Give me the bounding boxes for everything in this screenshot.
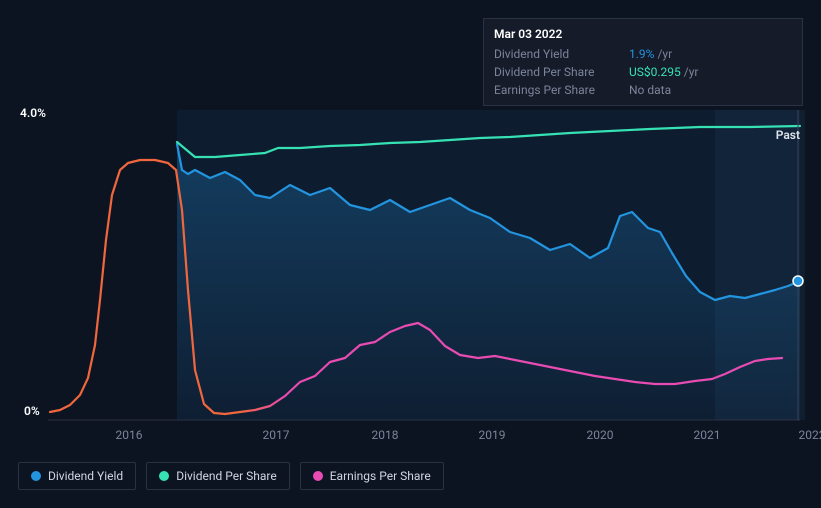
tooltip-value: No data — [629, 81, 671, 99]
tooltip-suffix: /yr — [657, 45, 672, 63]
tooltip-rows: Dividend Yield1.9% /yrDividend Per Share… — [494, 45, 792, 99]
x-axis-label: 2020 — [587, 428, 614, 442]
y-axis-label-top: 4.0% — [20, 106, 46, 120]
tooltip-date: Mar 03 2022 — [494, 25, 792, 43]
tooltip-row: Dividend Yield1.9% /yr — [494, 45, 792, 63]
tooltip-row: Dividend Per ShareUS$0.295 /yr — [494, 63, 792, 81]
x-axis-label: 2019 — [479, 428, 506, 442]
legend-label: Dividend Yield — [48, 469, 123, 483]
x-axis-label: 2018 — [372, 428, 399, 442]
legend-dot-icon — [31, 471, 41, 481]
x-axis-label: 2016 — [116, 428, 143, 442]
legend-dot-icon — [159, 471, 169, 481]
x-axis-label: 2022 — [799, 428, 821, 442]
dividend-chart: Mar 03 2022 Dividend Yield1.9% /yrDivide… — [0, 0, 821, 508]
legend-dot-icon — [313, 471, 323, 481]
tooltip-value: 1.9% — [629, 45, 654, 63]
tooltip-label: Dividend Per Share — [494, 63, 629, 81]
chart-tooltip: Mar 03 2022 Dividend Yield1.9% /yrDivide… — [483, 18, 803, 106]
x-axis-label: 2017 — [263, 428, 290, 442]
legend-item[interactable]: Dividend Yield — [18, 462, 136, 490]
past-label: Past — [776, 128, 800, 142]
chart-legend: Dividend Yield Dividend Per Share Earnings… — [18, 462, 444, 490]
legend-label: Earnings Per Share — [330, 469, 431, 483]
legend-item[interactable]: Dividend Per Share — [146, 462, 290, 490]
legend-item[interactable]: Earnings Per Share — [300, 462, 444, 490]
tooltip-label: Dividend Yield — [494, 45, 629, 63]
legend-label: Dividend Per Share — [176, 469, 277, 483]
tooltip-row: Earnings Per ShareNo data — [494, 81, 792, 99]
tooltip-suffix: /yr — [684, 63, 699, 81]
tooltip-label: Earnings Per Share — [494, 81, 629, 99]
x-axis-label: 2021 — [694, 428, 721, 442]
tooltip-value: US$0.295 — [629, 63, 681, 81]
y-axis-label-bottom: 0% — [24, 404, 40, 418]
